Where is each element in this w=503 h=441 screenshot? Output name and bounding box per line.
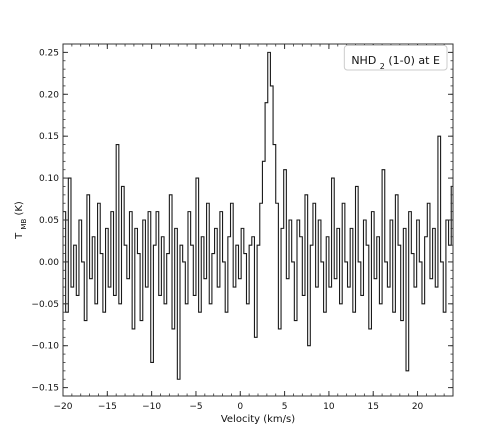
legend-label: NHD 2 (1-0) at E (351, 54, 440, 71)
legend: NHD 2 (1-0) at E (343, 45, 448, 71)
legend-box (343, 45, 448, 71)
y-tick-label: 0.05 (39, 216, 59, 226)
y-tick-label: 0.00 (39, 258, 59, 268)
y-tick-label: 0.25 (39, 48, 59, 58)
x-axis-label: Velocity (km/s) (221, 414, 295, 425)
y-tick-label: −0.05 (31, 300, 59, 310)
x-tick-label: 10 (323, 402, 335, 412)
legend-label-suffix: (1-0) at E (388, 54, 440, 67)
y-axis-label: T MB (K) (14, 201, 28, 240)
y-axis-label-sub: MB (20, 219, 28, 230)
y-tick-label: −0.15 (31, 384, 59, 394)
x-tick-label: 5 (282, 402, 288, 412)
y-tick-label: 0.20 (39, 90, 59, 100)
y-tick-label: −0.10 (31, 342, 59, 352)
x-tick-label: 15 (368, 402, 379, 412)
x-tick-label: 0 (237, 402, 243, 412)
legend-label-prefix: NHD (351, 54, 376, 67)
y-axis-label-main: T (14, 232, 25, 240)
x-tick-label: −10 (142, 402, 161, 412)
series-line-0 (63, 51, 453, 380)
x-tick-label: −5 (189, 402, 202, 412)
y-tick-label: 0.10 (39, 174, 59, 184)
legend-label-subscript: 2 (380, 62, 385, 71)
x-tick-label: −15 (98, 402, 117, 412)
x-ticks: −20 −15 −10 −5 0 5 10 15 20 (54, 44, 454, 412)
series-group (63, 51, 453, 380)
y-ticks: −0.15 −0.10 −0.05 0.00 0.05 0.10 0.15 0.20 0.25 (31, 48, 453, 394)
x-tick-label: 20 (412, 402, 424, 412)
y-tick-label: 0.15 (39, 132, 59, 142)
x-tick-label: −20 (54, 402, 73, 412)
y-axis-label-unit: (K) (14, 201, 25, 215)
